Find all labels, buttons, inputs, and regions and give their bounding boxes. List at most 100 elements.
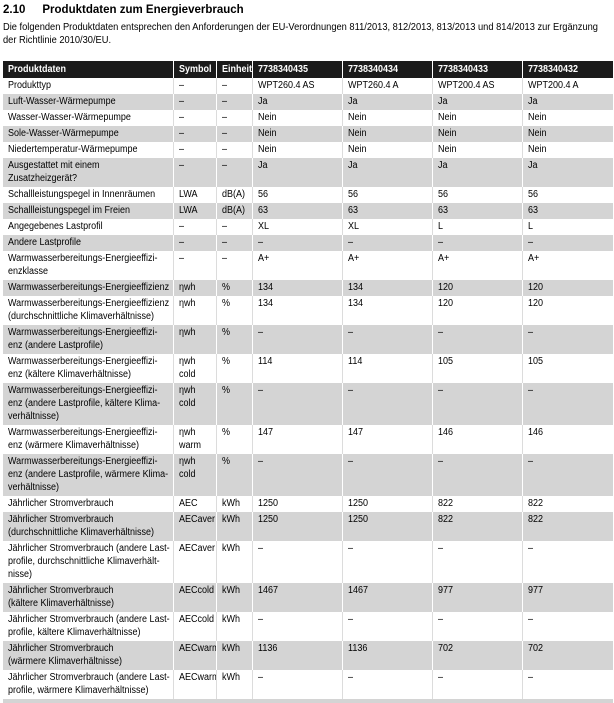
cell-text: 120 xyxy=(437,298,453,309)
cell-text: Warmwasserbereitungs-Energieeffizi- enz … xyxy=(8,385,161,422)
value-cell: – xyxy=(521,612,613,641)
cell-text: ηwh cold xyxy=(178,456,196,480)
value-cell: 1250 xyxy=(341,512,432,541)
cell-text: Nein xyxy=(527,128,547,139)
column-header-label: Symbol xyxy=(178,64,212,75)
cell-text: ηwh cold xyxy=(178,385,196,409)
value-cell: Nein xyxy=(431,126,522,142)
unit-cell: % xyxy=(215,325,252,354)
cell-text: 114 xyxy=(347,356,362,367)
cell-text: – xyxy=(221,144,227,155)
value-cell: Ja xyxy=(521,94,613,110)
row-label-cell: Jährlicher Stromverbrauch (andere Last- … xyxy=(3,670,173,699)
cell-text: AECcold xyxy=(178,614,214,625)
row-label-cell: Warmwasserbereitungs-Energieeffizi- enz … xyxy=(3,325,173,354)
row-label-cell: Warmwasserbereitungs-Energieeffizienz (d… xyxy=(3,296,173,325)
cell-text: kWh xyxy=(221,643,240,654)
value-cell: 702 xyxy=(521,641,613,670)
cell-text: Warmwasserbereitungs-Energieeffizi- enzk… xyxy=(8,253,158,277)
cell-text: WPT200.4 A xyxy=(527,80,579,91)
cell-text: Jährlicher Stromverbrauch (andere Last- … xyxy=(8,614,170,638)
cell-text: 56 xyxy=(437,189,448,200)
cell-text: Nein xyxy=(437,128,457,139)
value-cell: Nein xyxy=(431,142,522,158)
value-cell: – xyxy=(251,454,342,496)
cell-text: Wasser-Wasser-Wärmepumpe xyxy=(8,112,131,123)
row-label-cell: Jährlicher Stromverbrauch xyxy=(3,496,173,512)
row-label-cell: Warmwasserbereitungs-Energieeffizi- enz … xyxy=(3,425,173,454)
value-cell: 977 xyxy=(521,583,613,612)
cell-text: – xyxy=(178,96,184,107)
value-cell: – xyxy=(341,235,432,251)
row-label-cell: Andere Lastprofile xyxy=(3,235,173,251)
value-cell: Nein xyxy=(341,142,432,158)
cell-text: – xyxy=(221,221,227,232)
value-cell: 1250 xyxy=(251,512,342,541)
symbol-cell: ηwh cold xyxy=(172,383,216,425)
cell-text: AECaver xyxy=(178,543,215,554)
value-cell: WPT260.4 A xyxy=(341,78,432,94)
cell-text: Schallleistungspegel in Innenräumen xyxy=(8,189,156,200)
column-header: 7738340433 xyxy=(431,61,522,78)
cell-text: 146 xyxy=(527,427,543,438)
value-cell: 134 xyxy=(251,280,342,296)
value-cell: – xyxy=(341,383,432,425)
value-cell: – xyxy=(431,383,522,425)
value-cell: L xyxy=(521,219,613,235)
row-label-cell: Sole-Wasser-Wärmepumpe xyxy=(3,126,173,142)
cell-text: 63 xyxy=(437,205,448,216)
value-cell: A+ xyxy=(431,251,522,280)
value-cell: Ja xyxy=(431,158,522,187)
cell-text: Ja xyxy=(527,160,538,171)
symbol-cell: – xyxy=(172,126,216,142)
value-cell: Ja xyxy=(251,94,342,110)
table-row: Wasser-Wasser-Wärmepumpe – – Nein Nein Nein Ne… xyxy=(3,110,613,126)
cell-text: Schallleistungspegel im Freien xyxy=(8,205,131,216)
table-row: Produkttyp – – WPT260.4 AS WPT260.4 A WPT200.… xyxy=(3,78,613,94)
symbol-cell: AECaver xyxy=(172,512,216,541)
value-cell: 146 xyxy=(431,425,522,454)
unit-cell: % xyxy=(215,280,252,296)
value-cell: WPT200.4 AS xyxy=(431,78,522,94)
cell-text: AECcold xyxy=(178,585,214,596)
value-cell: 105 xyxy=(431,354,522,383)
value-cell: Nein xyxy=(521,110,613,126)
value-cell: – xyxy=(521,325,613,354)
section-heading: 2.10 Produktdaten zum Energieverbrauch xyxy=(3,3,612,17)
cell-text: – xyxy=(178,112,184,123)
symbol-cell: – xyxy=(172,235,216,251)
cell-text: – xyxy=(221,96,227,107)
value-cell: 63 xyxy=(521,203,613,219)
value-cell: 1250 xyxy=(341,496,432,512)
value-cell: 702 xyxy=(431,641,522,670)
cell-text: kWh xyxy=(221,514,240,525)
cell-text: Nein xyxy=(527,144,547,155)
symbol-cell: – xyxy=(172,158,216,187)
cell-text: 702 xyxy=(437,643,453,654)
cell-text: Jährlicher Stromverbrauch xyxy=(8,498,114,509)
value-cell: – xyxy=(251,541,342,583)
cell-text: Ja xyxy=(527,96,538,107)
cell-text: – xyxy=(257,543,263,554)
cell-text: Ja xyxy=(257,96,268,107)
column-header: 7738340435 xyxy=(251,61,342,78)
cell-text: dB(A) xyxy=(221,205,245,216)
symbol-cell: ηwh warm xyxy=(172,425,216,454)
cell-text: – xyxy=(527,543,533,554)
row-label-cell: Jährlicher Stromverbrauch (wärmere Klima… xyxy=(3,641,173,670)
cell-text: A+ xyxy=(257,253,269,264)
cell-text: 56 xyxy=(347,189,358,200)
unit-cell: – xyxy=(215,126,252,142)
cell-text: – xyxy=(437,614,443,625)
cell-text: XL xyxy=(257,221,269,232)
cell-text: 1250 xyxy=(347,514,368,525)
cell-text: ηwh xyxy=(178,298,196,309)
cell-text: % xyxy=(221,356,230,367)
column-header-label: 7738340432 xyxy=(527,64,578,75)
value-cell: – xyxy=(251,383,342,425)
cell-text: % xyxy=(221,327,230,338)
cell-text: – xyxy=(221,253,227,264)
value-cell: 120 xyxy=(521,296,613,325)
symbol-cell: ηwh xyxy=(172,325,216,354)
